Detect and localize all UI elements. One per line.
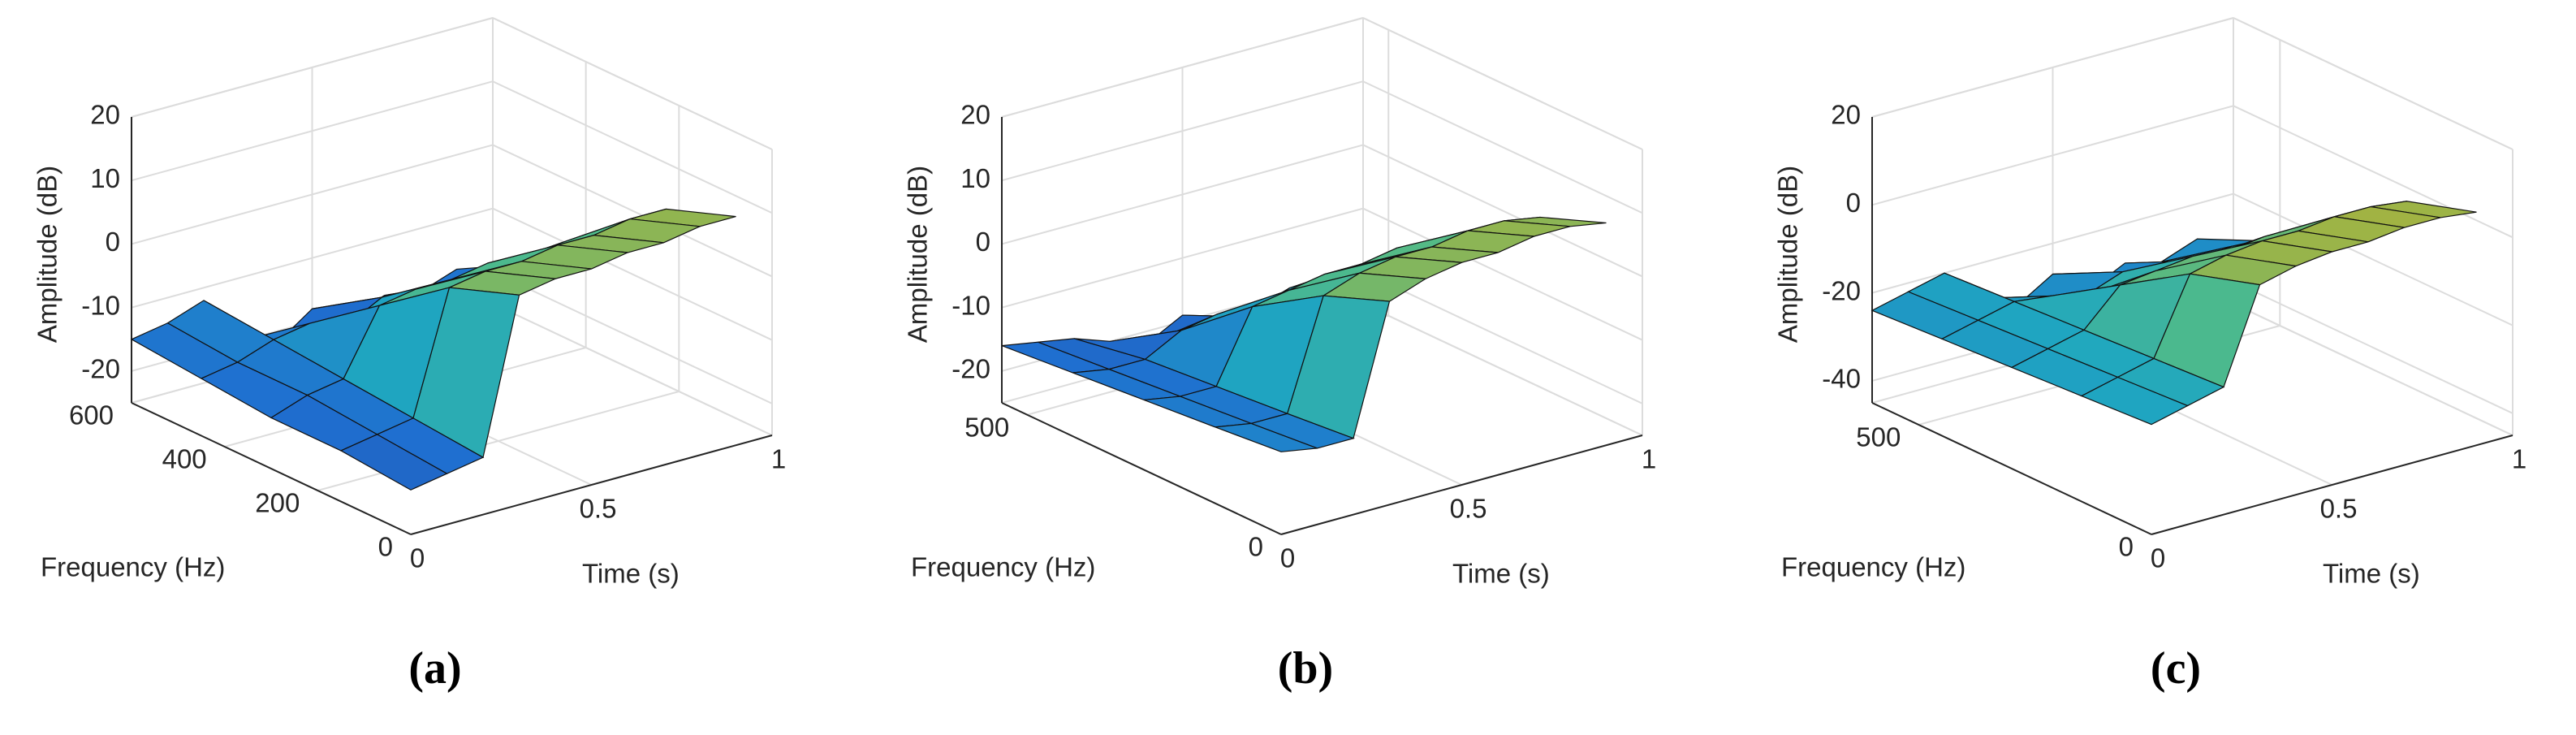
z-tick-label: 10 [90,163,120,193]
x-tick-label: 0.5 [580,494,617,524]
x-axis [410,435,773,535]
z-tick-label: 20 [90,100,120,130]
y-tick-label: 500 [1856,422,1901,452]
grid-line [492,17,773,150]
grid-line [1362,144,1643,278]
x-axis-label: Time (s) [2323,559,2420,589]
x-tick-label: 0 [410,543,425,573]
grid-line [2233,303,2513,436]
grid-line [317,391,680,491]
z-tick-label: -10 [81,290,120,320]
grid-line [1362,80,1643,214]
z-tick-label: -20 [1822,275,1861,305]
grid-line [2233,17,2513,150]
x-axis [1280,435,1643,535]
surface-patch [2080,376,2189,426]
surface-patch [1215,422,1318,452]
surface-patch [339,434,448,491]
z-tick-label: -20 [951,354,990,384]
panel: -40 -20 0 20 0 0.5 1 0 500 Amplitude (dB) Frequenc… [1773,17,2526,694]
z-tick-label: -40 [1822,364,1861,394]
x-tick-label: 0 [2151,543,2165,573]
x-tick-label: 1 [771,444,786,474]
panel-label: (a) [408,643,461,694]
z-tick-label: 10 [960,163,990,193]
grid-line [1362,17,1643,150]
panel-label: (b) [1278,643,1333,694]
grid-line [492,270,773,404]
y-tick-label: 0 [378,532,393,562]
x-tick-label: 1 [2512,444,2526,474]
y-tick-label: 400 [162,444,207,474]
y-tick-label: 600 [69,400,114,430]
z-axis-label: Amplitude (dB) [903,166,933,343]
panel-label: (c) [2151,643,2201,694]
grid-line [492,144,773,278]
x-axis [2151,435,2513,535]
grid-line [1362,207,1643,341]
y-axis [1001,402,1282,535]
x-axis-label: Time (s) [1452,559,1550,589]
z-tick-label: 0 [1846,188,1861,218]
grid-line [492,207,773,341]
grid-line [1362,303,1643,436]
x-tick-label: 0 [1280,543,1295,573]
y-tick-label: 200 [255,488,300,518]
grid-line [492,80,773,214]
x-tick-label: 1 [1642,444,1656,474]
x-tick-label: 0.5 [2320,494,2358,524]
y-tick-label: 0 [1249,532,1263,562]
grid-line [2233,281,2513,414]
x-tick-label: 0.5 [1450,494,1487,524]
y-axis [131,402,412,535]
z-axis-label: Amplitude (dB) [1773,166,1803,343]
y-tick-label: 0 [2119,532,2134,562]
z-tick-label: 20 [1831,100,1861,130]
x-axis-label: Time (s) [582,559,680,589]
y-axis-label: Frequency (Hz) [1781,552,1965,582]
z-axis-label: Amplitude (dB) [32,166,63,343]
z-tick-label: 20 [960,100,990,130]
grid-line [1362,270,1643,404]
z-tick-label: 0 [106,227,120,257]
grid-line [492,303,773,436]
y-axis-label: Frequency (Hz) [41,552,225,582]
y-tick-label: 500 [964,412,1009,442]
y-axis-label: Frequency (Hz) [911,552,1095,582]
z-tick-label: -10 [951,290,990,320]
z-tick-label: 0 [976,227,990,257]
z-tick-label: -20 [81,354,120,384]
y-axis [1871,402,2152,535]
